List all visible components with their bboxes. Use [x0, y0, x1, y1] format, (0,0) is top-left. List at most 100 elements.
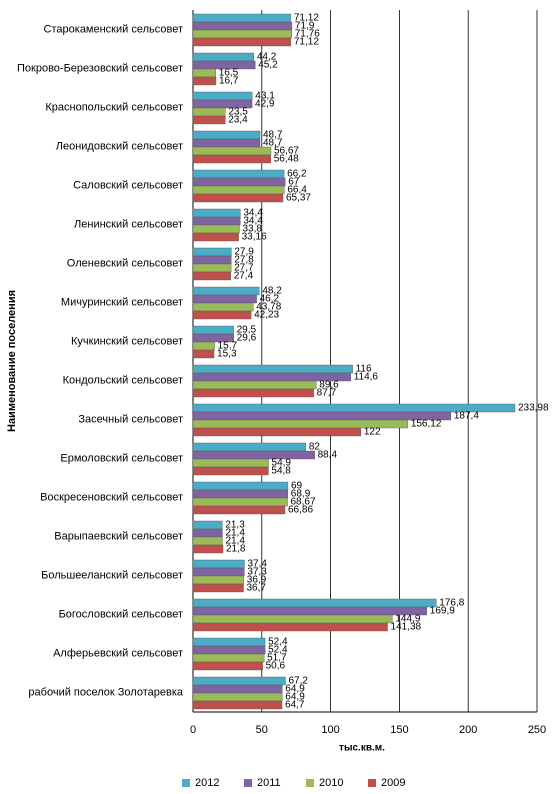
- bar: [192, 528, 223, 538]
- bar: [192, 661, 263, 671]
- legend-label: 2012: [195, 777, 219, 789]
- bar: [192, 193, 284, 203]
- y-tick-label: Леонидовский сельсовет: [56, 140, 183, 152]
- y-tick-label: Варыпаевский сельсовет: [54, 530, 183, 542]
- x-tick-label: 0: [190, 724, 196, 736]
- bar: [192, 505, 286, 515]
- value-label: 42,9: [255, 99, 275, 110]
- bar: [192, 380, 317, 390]
- value-label: 23,4: [228, 115, 248, 126]
- bar: [192, 115, 226, 125]
- value-label: 33,8: [243, 224, 263, 235]
- bar: [192, 536, 223, 546]
- value-label: 144,9: [395, 614, 420, 625]
- value-label: 71,12: [294, 13, 319, 24]
- bar: [192, 60, 256, 70]
- bar: [192, 364, 353, 374]
- value-label: 44,2: [257, 52, 277, 63]
- bar: [192, 37, 292, 47]
- bar: [192, 76, 217, 86]
- bar: [192, 52, 255, 62]
- x-tick-label: 50: [256, 724, 268, 736]
- legend-label: 2010: [319, 777, 343, 789]
- value-label: 29,6: [237, 333, 257, 344]
- value-label: 52,4: [268, 637, 288, 648]
- value-label: 114,6: [354, 372, 379, 383]
- value-label: 21,8: [226, 544, 246, 555]
- value-label: 34,4: [243, 208, 263, 219]
- value-label: 36,9: [247, 575, 267, 586]
- legend-swatch: [306, 779, 314, 787]
- value-label: 176,8: [439, 598, 464, 609]
- value-label: 66,2: [287, 169, 307, 180]
- bar: [192, 169, 285, 179]
- y-tick-label: Мичуринский сельсовет: [61, 296, 183, 308]
- bar: [192, 138, 261, 148]
- x-tick-label: 150: [390, 724, 408, 736]
- value-label: 54,8: [271, 466, 291, 477]
- bar: [192, 208, 241, 218]
- value-label: 16,7: [219, 76, 239, 87]
- value-label: 71,76: [295, 29, 320, 40]
- value-label: 48,2: [262, 286, 282, 297]
- value-label: 233,98: [518, 403, 549, 414]
- bar: [192, 310, 252, 320]
- bar: [192, 614, 393, 624]
- bar: [192, 154, 271, 164]
- value-label: 37,3: [247, 567, 267, 578]
- bar: [192, 388, 314, 398]
- bar: [192, 302, 254, 312]
- bar: [192, 177, 286, 187]
- bar: [192, 692, 283, 702]
- bar: [192, 559, 245, 569]
- legend-swatch: [182, 779, 190, 787]
- value-label: 16,5: [219, 68, 239, 79]
- bar: [192, 294, 257, 304]
- value-label: 56,67: [274, 146, 299, 157]
- y-tick-label: Оленевский сельсовет: [67, 257, 183, 269]
- bar: [192, 700, 283, 710]
- value-label: 21,3: [225, 520, 245, 531]
- y-tick-label: Засечный сельсовет: [78, 413, 183, 425]
- value-label: 27,8: [234, 255, 254, 266]
- bar: [192, 263, 232, 273]
- value-label: 29,5: [237, 325, 257, 336]
- bar: [192, 29, 292, 39]
- value-label: 66,4: [287, 185, 307, 196]
- y-axis-title: Наименование поселения: [6, 290, 18, 432]
- bar: [192, 146, 272, 156]
- bar: [192, 442, 307, 452]
- y-tick-label: Саловский сельсовет: [73, 179, 183, 191]
- bar: [192, 185, 285, 195]
- value-label: 51,7: [267, 653, 287, 664]
- bar: [192, 645, 266, 655]
- value-label: 15,3: [217, 349, 237, 360]
- bar: [192, 450, 315, 460]
- bar: [192, 567, 245, 577]
- value-label: 68,9: [291, 489, 311, 500]
- value-label: 156,12: [411, 419, 442, 430]
- bar: [192, 598, 437, 608]
- value-label: 23,5: [228, 107, 248, 118]
- value-label: 68,67: [290, 497, 315, 508]
- y-tick-label: Кондольский сельсовет: [63, 374, 183, 386]
- value-label: 21,4: [225, 536, 245, 547]
- value-label: 89,6: [319, 380, 339, 391]
- value-label: 71,9: [295, 21, 315, 32]
- bar: [192, 466, 269, 476]
- value-label: 116: [356, 364, 372, 375]
- y-tick-label: Воскресеновский сельсовет: [40, 491, 183, 503]
- value-label: 67,2: [288, 676, 308, 687]
- value-label: 122: [364, 427, 381, 438]
- value-label: 33,16: [242, 232, 267, 243]
- bar: [192, 676, 286, 686]
- bar: [192, 271, 231, 281]
- x-tick-label: 250: [528, 724, 546, 736]
- y-tick-label: Кучкинский сельсовет: [71, 335, 183, 347]
- bar: [192, 606, 427, 616]
- value-label: 87,7: [317, 388, 337, 399]
- legend-swatch: [244, 779, 252, 787]
- value-label: 50,6: [266, 661, 286, 672]
- bar: [192, 575, 244, 585]
- value-label: 69: [291, 481, 303, 492]
